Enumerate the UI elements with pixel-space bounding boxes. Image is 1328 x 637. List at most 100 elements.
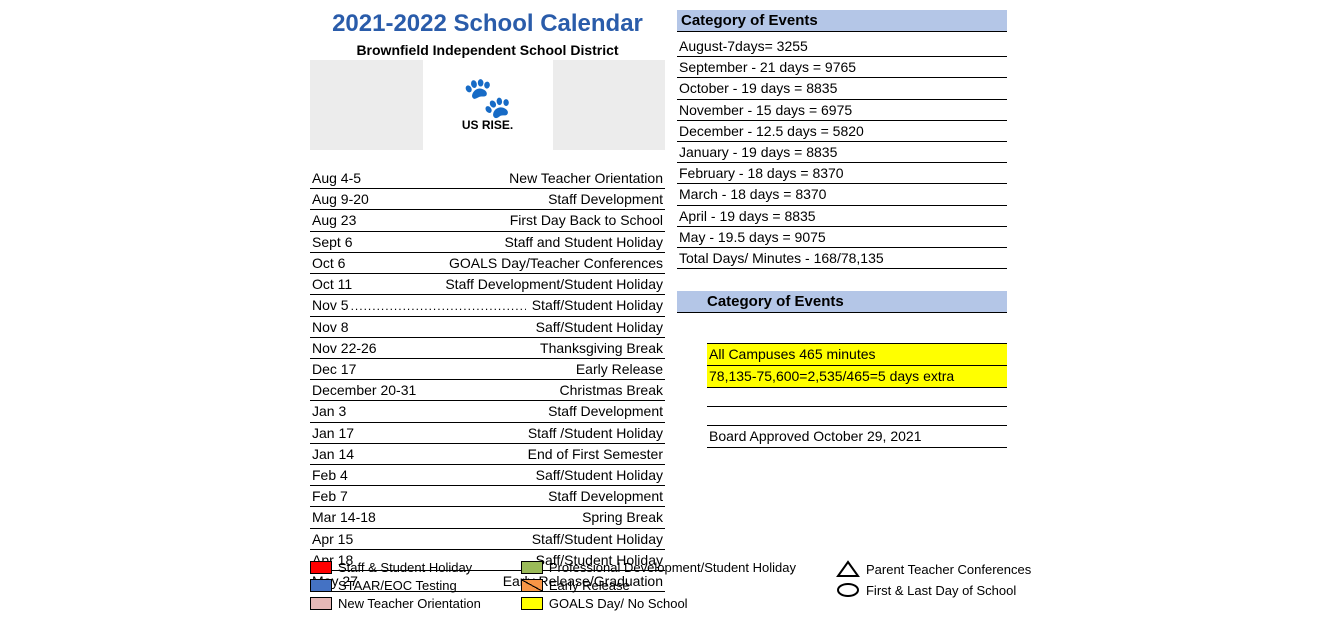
event-row: Aug 4-5New Teacher Orientation bbox=[310, 168, 665, 189]
highlight-row: Board Approved October 29, 2021 bbox=[707, 426, 1007, 448]
legend-item: First & Last Day of School bbox=[836, 581, 1031, 599]
category-header-1: Category of Events bbox=[677, 10, 1007, 32]
month-row: April - 19 days = 8835 bbox=[677, 206, 1007, 227]
event-date: Nov 22-26 bbox=[312, 339, 377, 357]
event-row: Sept 6Staff and Student Holiday bbox=[310, 232, 665, 253]
event-row: Mar 14-18Spring Break bbox=[310, 507, 665, 528]
month-row: May - 19.5 days = 9075 bbox=[677, 227, 1007, 248]
legend-label: Professional Development/Student Holiday bbox=[549, 560, 796, 575]
event-desc: Early Release bbox=[356, 360, 663, 378]
legend: Staff & Student Holiday STAAR/EOC Testing… bbox=[310, 560, 1031, 611]
event-desc: Staff Development bbox=[369, 190, 663, 208]
event-row: Oct 11Staff Development/Student Holiday bbox=[310, 274, 665, 295]
event-row: Nov 8Saff/Student Holiday bbox=[310, 317, 665, 338]
event-desc: Staff/Student Holiday bbox=[526, 296, 663, 315]
event-row: Jan 17Staff /Student Holiday bbox=[310, 423, 665, 444]
event-row: Jan 14End of First Semester bbox=[310, 444, 665, 465]
event-date: Dec 17 bbox=[312, 360, 356, 378]
event-desc: Staff/Student Holiday bbox=[353, 530, 663, 548]
month-row: August-7days= 3255 bbox=[677, 36, 1007, 57]
triangle-icon bbox=[836, 560, 860, 578]
event-date: Mar 14-18 bbox=[312, 508, 376, 526]
legend-label: Parent Teacher Conferences bbox=[866, 562, 1031, 577]
event-desc: Saff/Student Holiday bbox=[348, 466, 663, 484]
legend-label: New Teacher Orientation bbox=[338, 596, 481, 611]
month-row: January - 19 days = 8835 bbox=[677, 142, 1007, 163]
month-list: August-7days= 3255September - 21 days = … bbox=[677, 36, 1007, 269]
event-date: Sept 6 bbox=[312, 233, 352, 251]
event-date: Nov 5 bbox=[312, 296, 526, 315]
legend-swatch bbox=[310, 561, 332, 574]
legend-item: Staff & Student Holiday bbox=[310, 560, 481, 575]
ellipse-icon bbox=[836, 581, 860, 599]
event-row: Oct 6GOALS Day/Teacher Conferences bbox=[310, 253, 665, 274]
legend-item: GOALS Day/ No School bbox=[521, 596, 796, 611]
legend-item: STAAR/EOC Testing bbox=[310, 578, 481, 593]
event-desc: Thanksgiving Break bbox=[377, 339, 663, 357]
event-list: Aug 4-5New Teacher OrientationAug 9-20St… bbox=[310, 168, 665, 592]
event-date: Aug 9-20 bbox=[312, 190, 369, 208]
legend-label: Staff & Student Holiday bbox=[338, 560, 472, 575]
event-date: Jan 3 bbox=[312, 402, 346, 420]
event-desc: Staff /Student Holiday bbox=[354, 424, 663, 442]
event-date: Oct 11 bbox=[312, 275, 352, 293]
event-desc: Saff/Student Holiday bbox=[349, 318, 663, 336]
event-desc: New Teacher Orientation bbox=[361, 169, 663, 187]
legend-label: STAAR/EOC Testing bbox=[338, 578, 457, 593]
category-header-2: Category of Events bbox=[677, 291, 1007, 313]
event-row: Aug 23First Day Back to School bbox=[310, 210, 665, 231]
legend-label: Early Release bbox=[549, 578, 630, 593]
legend-swatch bbox=[310, 597, 332, 610]
logo: 🐾 US RISE. bbox=[423, 60, 553, 150]
event-date: Feb 4 bbox=[312, 466, 348, 484]
month-row: November - 15 days = 6975 bbox=[677, 100, 1007, 121]
event-row: Feb 7Staff Development bbox=[310, 486, 665, 507]
event-date: Jan 17 bbox=[312, 424, 354, 442]
event-row: Feb 4Saff/Student Holiday bbox=[310, 465, 665, 486]
event-desc: Spring Break bbox=[376, 508, 663, 526]
logo-banner: 🐾 US RISE. bbox=[310, 60, 665, 150]
legend-col-2: Professional Development/Student Holiday… bbox=[521, 560, 796, 611]
month-row: September - 21 days = 9765 bbox=[677, 57, 1007, 78]
month-row: Total Days/ Minutes - 168/78,135 bbox=[677, 248, 1007, 269]
event-date: Apr 15 bbox=[312, 530, 353, 548]
month-row: December - 12.5 days = 5820 bbox=[677, 121, 1007, 142]
legend-swatch bbox=[310, 579, 332, 592]
highlight-row bbox=[707, 407, 1007, 426]
highlight-block: All Campuses 465 minutes78,135-75,600=2,… bbox=[707, 325, 1007, 448]
event-row: December 20-31Christmas Break bbox=[310, 380, 665, 401]
legend-col-1: Staff & Student Holiday STAAR/EOC Testing… bbox=[310, 560, 481, 611]
event-row: Nov 22-26Thanksgiving Break bbox=[310, 338, 665, 359]
event-desc: Christmas Break bbox=[416, 381, 663, 399]
event-date: Feb 7 bbox=[312, 487, 348, 505]
legend-swatch bbox=[521, 597, 543, 610]
legend-item: Early Release bbox=[521, 578, 796, 593]
event-date: Aug 4-5 bbox=[312, 169, 361, 187]
event-date: Oct 6 bbox=[312, 254, 345, 272]
event-desc: End of First Semester bbox=[354, 445, 663, 463]
event-desc: First Day Back to School bbox=[356, 211, 663, 229]
paw-icon: 🐾 bbox=[463, 78, 513, 118]
event-row: Apr 15Staff/Student Holiday bbox=[310, 529, 665, 550]
highlight-row bbox=[707, 388, 1007, 407]
event-row: Jan 3Staff Development bbox=[310, 401, 665, 422]
legend-label: GOALS Day/ No School bbox=[549, 596, 688, 611]
legend-swatch bbox=[521, 579, 543, 592]
page-title: 2021-2022 School Calendar bbox=[310, 10, 665, 38]
event-desc: Staff and Student Holiday bbox=[352, 233, 663, 251]
highlight-row: 78,135-75,600=2,535/465=5 days extra bbox=[707, 366, 1007, 388]
legend-label: First & Last Day of School bbox=[866, 583, 1016, 598]
event-date: Aug 23 bbox=[312, 211, 356, 229]
legend-item: New Teacher Orientation bbox=[310, 596, 481, 611]
event-desc: Staff Development/Student Holiday bbox=[352, 275, 663, 293]
event-desc: GOALS Day/Teacher Conferences bbox=[345, 254, 663, 272]
legend-col-3: Parent Teacher Conferences First & Last D… bbox=[836, 560, 1031, 611]
highlight-row bbox=[707, 325, 1007, 344]
event-date: Jan 14 bbox=[312, 445, 354, 463]
event-row: Dec 17Early Release bbox=[310, 359, 665, 380]
month-row: February - 18 days = 8370 bbox=[677, 163, 1007, 184]
legend-item: Professional Development/Student Holiday bbox=[521, 560, 796, 575]
event-desc: Staff Development bbox=[346, 402, 663, 420]
month-row: October - 19 days = 8835 bbox=[677, 78, 1007, 99]
logo-text: US RISE. bbox=[462, 118, 513, 132]
